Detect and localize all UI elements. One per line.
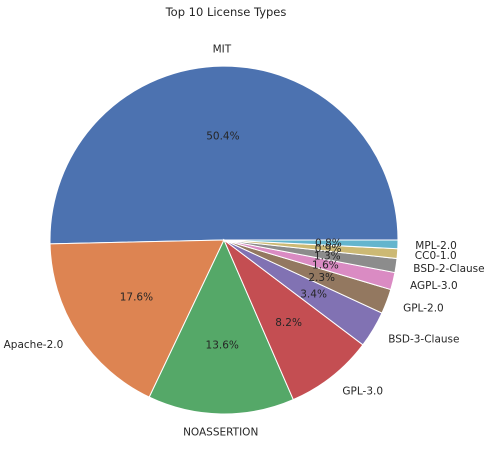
percent-label-agpl-3-0: 1.6% [312, 260, 339, 272]
percent-label-mit: 50.4% [206, 131, 239, 143]
slice-label-gpl-2-0: GPL-2.0 [403, 303, 444, 315]
slice-label-cc0-1-0: CC0-1.0 [415, 250, 457, 262]
slice-label-bsd-2-clause: BSD-2-Clause [413, 263, 484, 275]
percent-label-gpl-2-0: 2.3% [308, 272, 335, 284]
chart-title: Top 10 License Types [165, 5, 287, 19]
percent-label-bsd-2-clause: 1.3% [314, 250, 341, 262]
slice-label-bsd-3-clause: BSD-3-Clause [388, 333, 459, 345]
percent-label-mpl-2-0: 0.8% [315, 238, 342, 250]
pie-slice-apache-2-0 [49, 239, 225, 398]
slice-label-apache-2-0: Apache-2.0 [4, 339, 64, 351]
pie-slices [49, 65, 399, 415]
percent-label-cc0-1-0: 0.9% [315, 243, 342, 255]
percent-labels: 50.4% 17.6% 13.6% 8.2% 3.4% 2.3%1.6%1.3%0.9%0… [120, 131, 342, 352]
slice-label-noassertion: NOASSERTION [183, 426, 258, 438]
pie-slice-noassertion [148, 238, 294, 415]
slice-labels: MIT Apache-2.0 NOASSERTION GPL-3.0 BSD-3-Cla… [4, 44, 485, 439]
percent-label-gpl-3-0: 8.2% [275, 317, 302, 329]
slice-label-mit: MIT [213, 44, 232, 56]
pie-slice-mit [49, 65, 399, 245]
pie-slice-gpl-3-0 [222, 238, 364, 401]
percent-label-bsd-3-clause: 3.4% [300, 289, 327, 301]
slice-label-agpl-3-0: AGPL-3.0 [410, 280, 458, 292]
slice-label-gpl-3-0: GPL-3.0 [342, 385, 383, 397]
percent-label-apache-2-0: 17.6% [120, 292, 153, 304]
percent-label-noassertion: 13.6% [206, 339, 239, 351]
pie-slice-mpl-2-0 [223, 239, 399, 250]
slice-label-mpl-2-0: MPL-2.0 [415, 240, 457, 252]
